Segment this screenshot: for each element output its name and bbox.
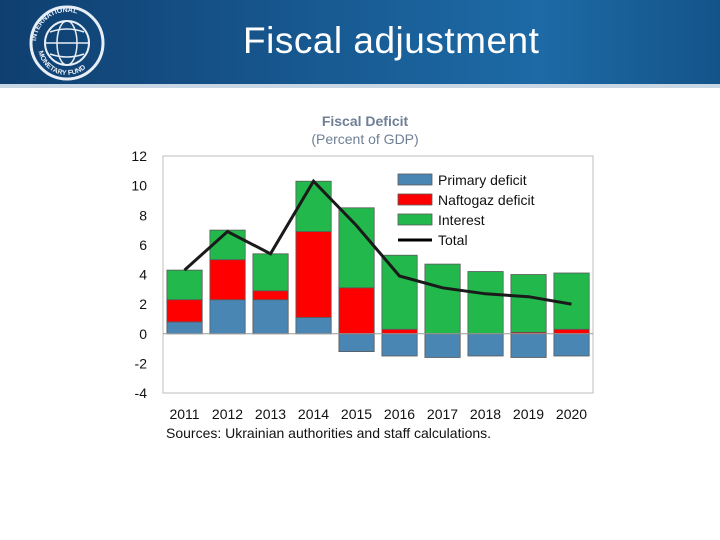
bar-naftogaz-deficit-2020: [553, 328, 590, 335]
bar-naftogaz-deficit-2012: [209, 259, 246, 301]
y-tick-label: 0: [139, 326, 147, 342]
y-tick-label: 4: [139, 267, 147, 283]
bar-naftogaz-deficit-2014: [295, 231, 332, 318]
plot-frame: [162, 155, 594, 394]
x-tick-label: 2018: [470, 406, 501, 422]
bar-primary-deficit-2018: [467, 333, 504, 357]
y-tick-label: -4: [135, 385, 148, 401]
bar-primary-deficit-2016: [381, 333, 418, 357]
imf-seal-logo: INTERNATIONAL MONETARY FUND: [29, 5, 105, 81]
bar-primary-deficit-2012: [209, 299, 246, 335]
slide-title: Fiscal adjustment: [243, 20, 540, 61]
chart-title: Fiscal Deficit: [321, 113, 409, 129]
y-tick-label: 10: [131, 178, 147, 194]
bar-interest-2018: [467, 271, 504, 335]
x-tick-label: 2011: [169, 406, 199, 422]
bar-primary-deficit-2015: [338, 333, 375, 352]
x-tick-label: 2013: [255, 406, 286, 422]
x-tick-label: 2020: [556, 406, 587, 422]
bar-primary-deficit-2020: [553, 333, 590, 357]
legend-label: Primary deficit: [438, 172, 527, 188]
y-tick-label: 12: [131, 148, 147, 164]
bar-primary-deficit-2014: [295, 317, 332, 335]
bar-interest-2016: [381, 254, 418, 330]
bar-naftogaz-deficit-2016: [381, 328, 418, 335]
chart-subtitle: (Percent of GDP): [311, 131, 419, 147]
x-tick-label: 2012: [212, 406, 243, 422]
x-tick-label: 2015: [341, 406, 372, 422]
legend-swatch: [397, 213, 433, 226]
legend-label: Interest: [438, 212, 485, 228]
legend-label: Naftogaz deficit: [438, 192, 535, 208]
chart-source-note: Sources: Ukrainian authorities and staff…: [166, 425, 492, 441]
legend-swatch: [397, 193, 433, 206]
x-tick-label: 2017: [427, 406, 458, 422]
bar-interest-2015: [338, 207, 375, 289]
bar-primary-deficit-2013: [252, 299, 289, 335]
bar-interest-2011: [166, 269, 203, 301]
y-tick-label: 6: [139, 237, 147, 253]
bar-naftogaz-deficit-2013: [252, 290, 289, 301]
x-tick-label: 2016: [384, 406, 415, 422]
bar-interest-2012: [209, 229, 246, 261]
y-tick-label: 8: [139, 207, 147, 223]
bar-primary-deficit-2011: [166, 321, 203, 335]
y-tick-label: 2: [139, 296, 147, 312]
legend-label: Total: [438, 232, 468, 248]
header-divider: [0, 84, 720, 88]
bar-interest-2017: [424, 263, 461, 335]
slide-header: [0, 0, 720, 84]
bar-interest-2013: [252, 253, 289, 292]
total-line: [183, 178, 572, 306]
x-tick-label: 2014: [298, 406, 329, 422]
bar-primary-deficit-2019: [510, 333, 547, 358]
x-tick-label: 2019: [513, 406, 544, 422]
bar-naftogaz-deficit-2011: [166, 299, 203, 323]
bar-primary-deficit-2017: [424, 333, 461, 358]
y-tick-label: -2: [135, 355, 148, 371]
bar-interest-2019: [510, 274, 547, 333]
legend-swatch: [397, 173, 433, 186]
bar-interest-2014: [295, 180, 332, 232]
bar-naftogaz-deficit-2015: [338, 287, 375, 335]
